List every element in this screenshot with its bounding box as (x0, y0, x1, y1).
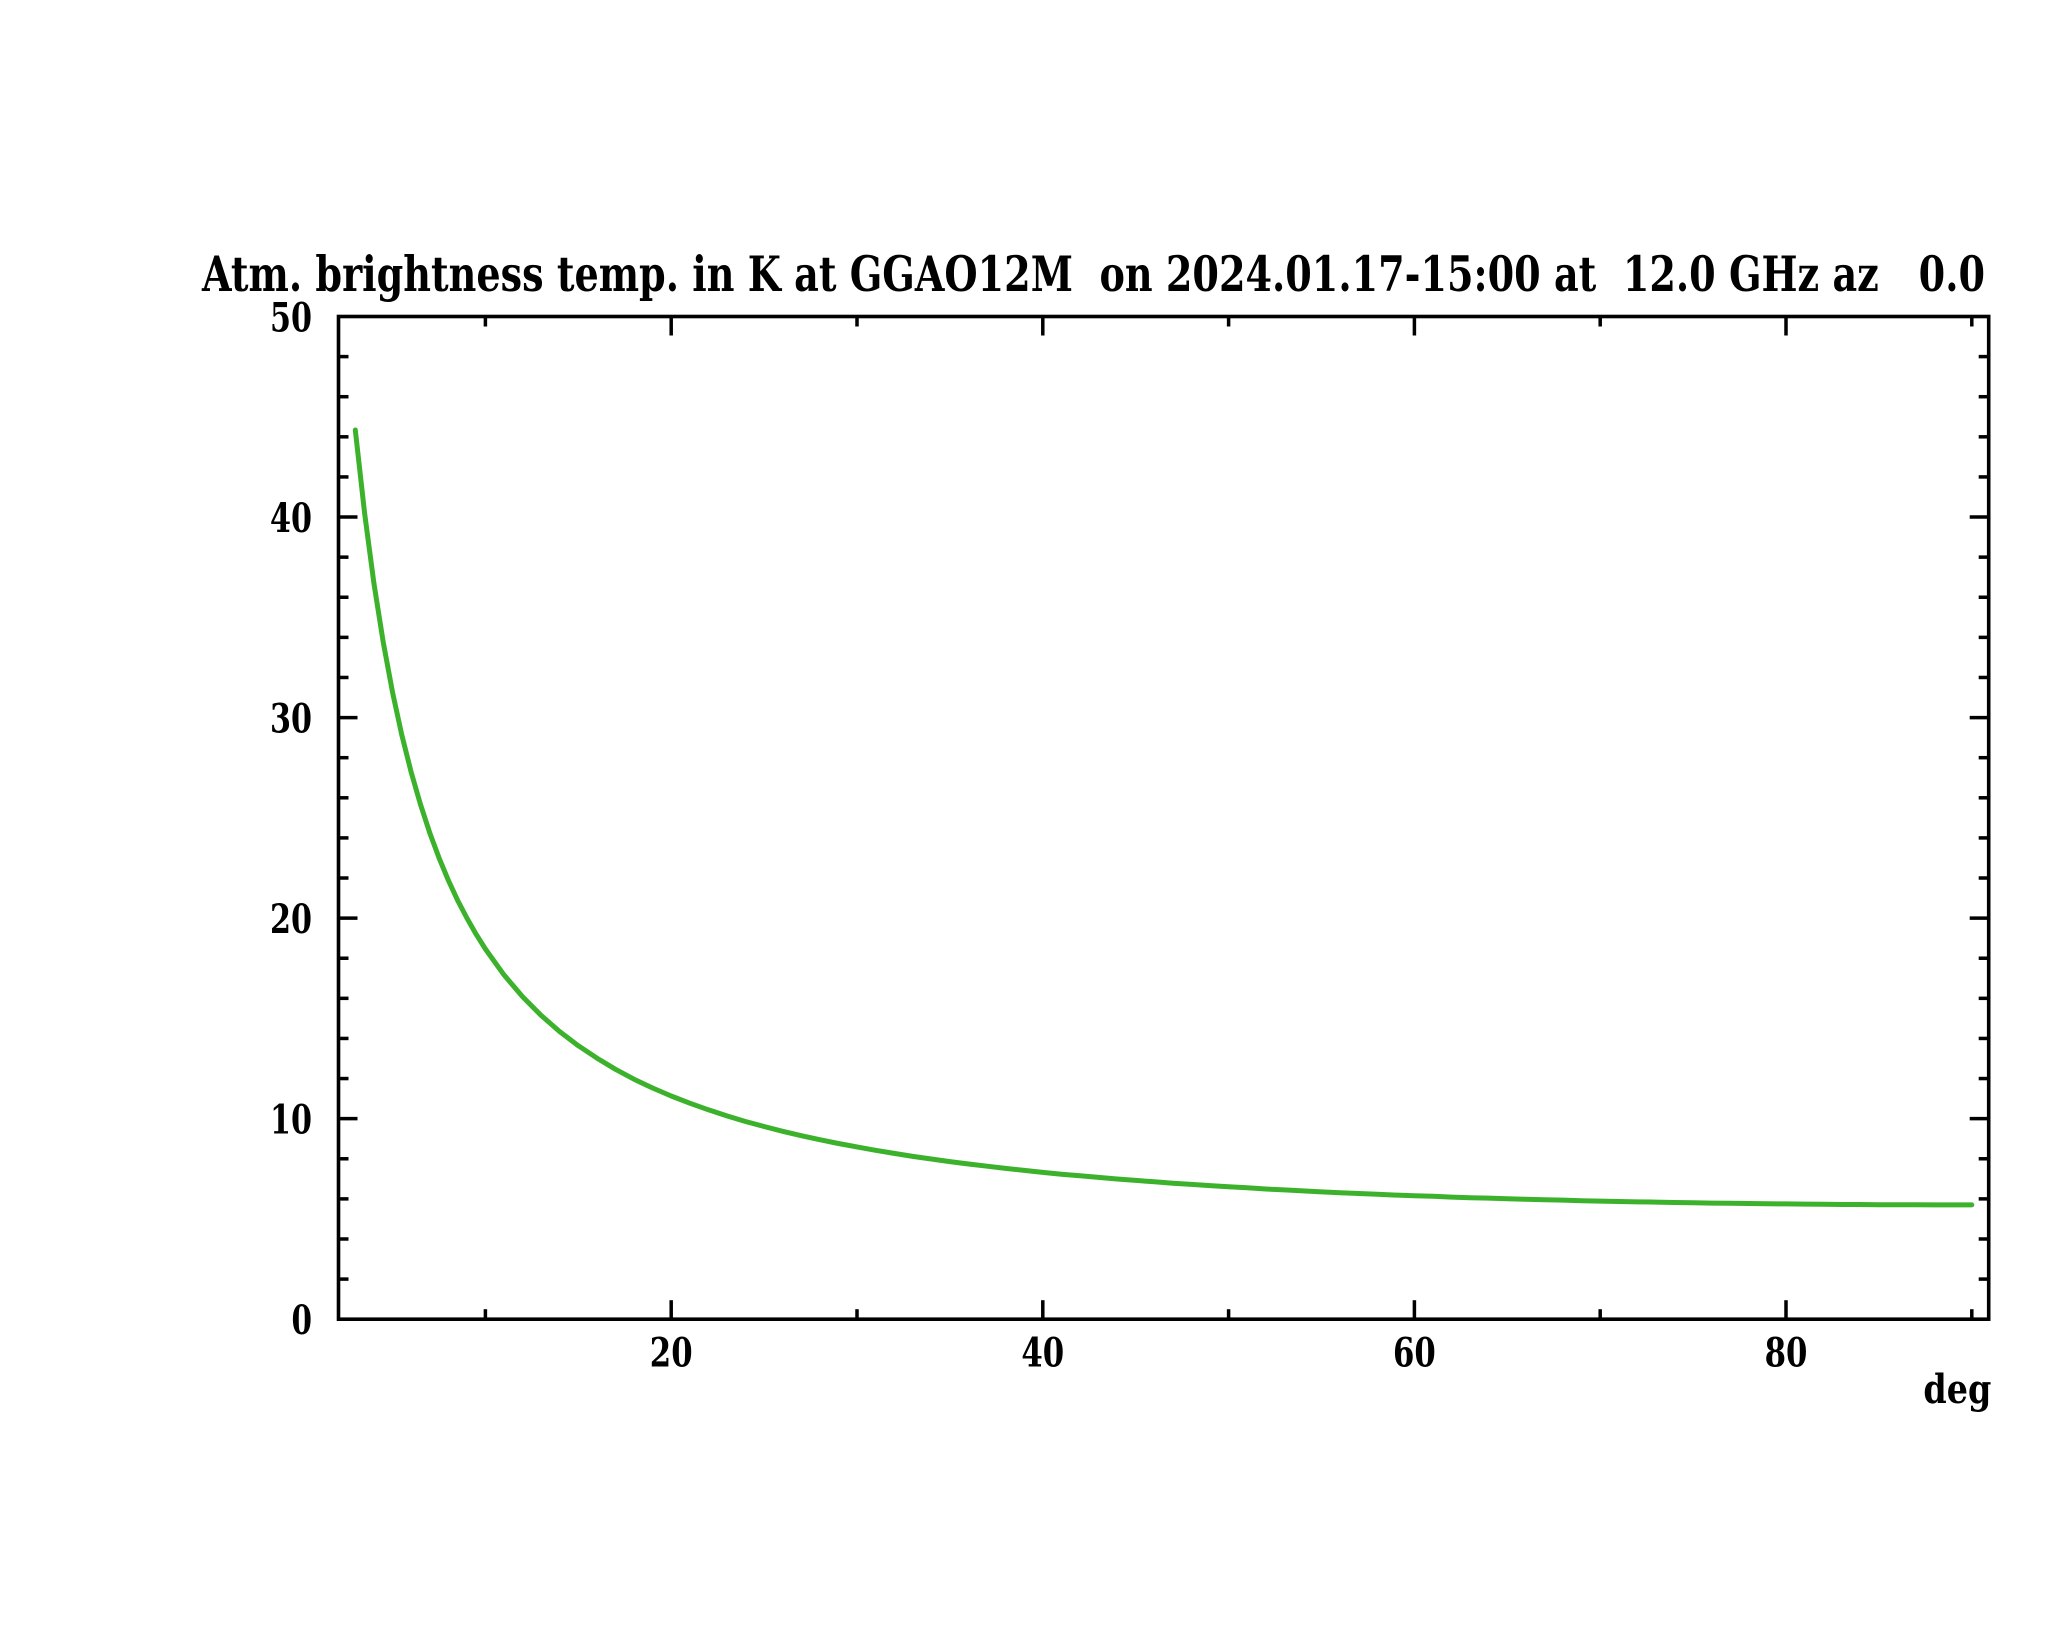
chart-title: Atm. brightness temp. in K at GGAO12M on… (201, 245, 1985, 303)
axis-tick-label-group: 20 40 60 80 0 10 20 30 40 50 (270, 295, 1807, 1377)
data-curve-group (352, 427, 1975, 1208)
y-tick-label-10: 10 (270, 1097, 312, 1144)
y-tick-label-50: 50 (270, 295, 312, 342)
axis-tick-group (338, 316, 1989, 1320)
x-tick-label-80: 80 (1765, 1330, 1808, 1377)
y-tick-label-40: 40 (270, 495, 312, 542)
y-tick-label-0: 0 (292, 1297, 313, 1344)
x-tick-label-20: 20 (650, 1330, 693, 1377)
plot-frame-group (336, 314, 1991, 1322)
y-tick-label-30: 30 (270, 696, 312, 743)
brightness-temperature-curve (352, 427, 1975, 1208)
x-tick-label-60: 60 (1393, 1330, 1436, 1377)
x-tick-label-40: 40 (1021, 1330, 1064, 1377)
y-tick-label-20: 20 (270, 896, 312, 943)
plot-frame (336, 314, 1991, 1322)
x-axis-unit-label: deg (1923, 1366, 1991, 1413)
